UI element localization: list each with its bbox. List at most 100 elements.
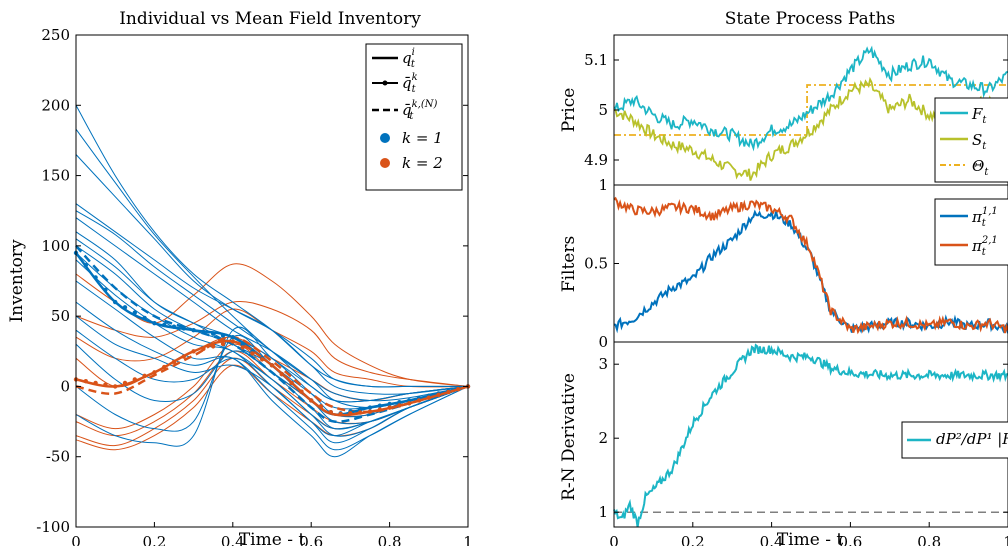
mean-field-k2-marker xyxy=(416,398,422,403)
rn-derivative-panel: 1 2 3 0 0.2 0.4 0.6 0.8 1 R-N Derivative Time - … xyxy=(559,341,1008,546)
price-F-line xyxy=(613,45,1008,152)
mean-field-k2-marker xyxy=(113,384,118,389)
rn-xtick-label: 0.2 xyxy=(681,533,705,546)
inventory-ytick-label: 200 xyxy=(41,96,70,114)
filters-ylabel: Filters xyxy=(559,236,579,292)
mean-field-k2-marker xyxy=(83,378,89,384)
left-chart-title: Individual vs Mean Field Inventory xyxy=(119,9,421,29)
inventory-ylabel: Inventory xyxy=(7,239,27,322)
legend-qi-label: qi t xyxy=(402,47,416,70)
rn-xlabel: Time - t xyxy=(777,530,844,546)
filters-pi21-line xyxy=(613,196,1008,335)
price-ytick-label: 5 xyxy=(598,101,608,119)
mean-field-k2-marker xyxy=(103,382,108,387)
filters-panel: 0 0.5 1 Filters π1,1 t π2,1 t xyxy=(559,176,1008,351)
mean-field-k1-marker xyxy=(387,401,392,407)
inventory-path-k1 xyxy=(75,301,469,458)
mean-field-k2-marker xyxy=(318,404,324,409)
inventory-ytick-label: 50 xyxy=(51,307,70,325)
filters-ytick-label: 1 xyxy=(598,176,608,194)
filters-lines xyxy=(613,196,1008,335)
filters-legend-box xyxy=(934,198,1008,266)
mean-field-k1-marker xyxy=(240,342,245,347)
inventory-xtick-label: 0.4 xyxy=(221,533,245,546)
mean-field-k1-N xyxy=(75,245,469,423)
inventory-ytick-label: 150 xyxy=(41,167,70,185)
mean-field-k2-marker xyxy=(260,357,265,362)
inventory-xtick-label: 0.2 xyxy=(142,533,166,546)
inventory-path-k1 xyxy=(75,326,469,447)
inventory-xlabel: Time - t xyxy=(239,530,306,546)
mean-field-k1-marker xyxy=(397,400,402,405)
rn-xtick-label: 0.6 xyxy=(838,533,862,546)
price-ytick-label: 5.1 xyxy=(584,51,608,69)
mean-field-k2-marker xyxy=(446,389,451,395)
inventory-path-k2 xyxy=(75,301,469,387)
mean-field-k1-marker xyxy=(93,275,98,280)
rn-derivative-lines xyxy=(613,343,1008,528)
inventory-ytick-label: 250 xyxy=(41,26,70,44)
mean-field-k1-marker xyxy=(171,324,177,329)
legend-dot-marker xyxy=(382,80,388,86)
inventory-path-k1 xyxy=(75,203,469,395)
mean-field-k2-marker xyxy=(152,370,157,375)
mean-field-k2-marker xyxy=(348,411,353,416)
mean-field-k1-marker xyxy=(162,322,167,328)
mean-field-k2-marker xyxy=(191,349,196,354)
inventory-ytick-label: 100 xyxy=(41,237,70,255)
legend-k1-marker xyxy=(380,133,390,143)
mean-field-k2-marker xyxy=(397,403,402,408)
mean-field-k1-marker xyxy=(132,310,137,315)
mean-field-k1-marker xyxy=(358,407,363,412)
mean-field-k1-marker xyxy=(122,305,128,310)
mean-field-k2-marker xyxy=(269,363,275,368)
mean-field-k2-marker xyxy=(279,371,284,377)
inventory-chart: Individual vs Mean Field Inventory -100-… xyxy=(7,9,473,546)
price-ylabel: Price xyxy=(559,88,579,133)
inventory-ytick-label: -50 xyxy=(46,448,70,466)
mean-field-k2-marker xyxy=(367,409,373,414)
inventory-axes-box xyxy=(75,34,469,528)
mean-field-k2-marker xyxy=(171,359,177,365)
rn-axes-box xyxy=(613,341,1008,528)
mean-field-k1-marker xyxy=(211,331,216,336)
inventory-ytick-label: 0 xyxy=(60,377,70,395)
mean-field-k1-marker xyxy=(83,262,89,268)
mean-field-k1-marker xyxy=(181,326,186,331)
filters-ytick-label: 0 xyxy=(598,333,608,351)
mean-field-k2-marker xyxy=(162,364,167,370)
mean-field-k2-marker xyxy=(142,373,147,379)
rn-ylabel: R-N Derivative xyxy=(559,373,579,501)
rn-xtick-label: 0.8 xyxy=(917,533,941,546)
price-panel: 4.9 5 5.1 Price Ft St Θt xyxy=(559,34,1008,186)
mean-field-k1-marker xyxy=(142,315,147,321)
inventory-legend: qi t q̄k t q̄k,(N) t k = 1 k = 2 xyxy=(365,43,463,191)
inventory-lines xyxy=(73,105,471,458)
mean-field-k1-marker xyxy=(230,335,235,340)
rn-legend: dP²/dP¹ |Ft xyxy=(901,421,1008,459)
mean-field-k2-marker xyxy=(426,395,431,400)
mean-field-k2-marker xyxy=(122,380,128,386)
mean-field-k1-marker xyxy=(220,333,226,338)
rn-legend-label: dP²/dP¹ |Ft xyxy=(936,430,1008,450)
mean-field-k2-marker xyxy=(328,410,333,415)
mean-field-k2-marker xyxy=(436,392,441,398)
rn-derivative-ticks: 1 2 3 0 0.2 0.4 0.6 0.8 1 xyxy=(598,355,1008,546)
inventory-xtick-label: 1 xyxy=(463,533,473,546)
mean-field-k2-marker xyxy=(358,410,363,415)
rn-xtick-label: 0 xyxy=(609,533,619,546)
legend-qbar-label: q̄k t xyxy=(402,72,418,95)
mean-field-k2-marker xyxy=(250,351,255,356)
mean-field-k2-marker xyxy=(407,401,412,406)
rn-ytick-label: 2 xyxy=(598,429,608,447)
state-process-chart: State Process Paths 4.9 5 5.1 Price Ft St … xyxy=(559,9,1008,546)
price-theta-line xyxy=(614,84,1008,136)
inventory-xtick-label: 0 xyxy=(71,533,81,546)
mean-field-k2-marker xyxy=(220,341,226,347)
rn-derivative-line xyxy=(613,343,1008,528)
mean-field-k2-marker xyxy=(211,344,216,349)
mean-field-k2-marker xyxy=(230,339,235,344)
filters-ytick-label: 0.5 xyxy=(584,255,608,273)
price-legend: Ft St Θt xyxy=(934,97,1008,183)
